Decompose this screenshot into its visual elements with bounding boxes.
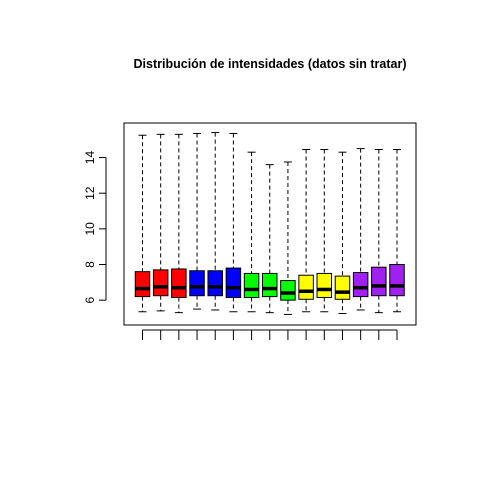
box-item	[334, 151, 351, 315]
y-axis: 6 8 10 12 14	[83, 151, 107, 304]
y-tick-label: 10	[83, 222, 97, 236]
box-item	[298, 149, 314, 313]
box-item	[152, 133, 169, 312]
box-item	[280, 161, 296, 315]
box-body	[316, 272, 333, 298]
box-body	[389, 264, 405, 297]
box-body	[298, 274, 314, 300]
box-item	[262, 164, 278, 314]
box-item	[134, 134, 151, 313]
box-body	[280, 280, 296, 301]
box-body	[189, 270, 205, 297]
y-tick-label: 14	[83, 151, 97, 165]
box-item	[171, 133, 187, 314]
box-body	[371, 266, 387, 297]
box-body	[243, 272, 260, 298]
y-tick-label: 6	[83, 297, 97, 304]
box-body	[152, 269, 169, 297]
box-body	[262, 272, 278, 298]
box-body	[352, 272, 369, 298]
box-body	[134, 271, 151, 298]
box-item	[371, 149, 387, 314]
box-item	[243, 151, 260, 313]
chart-title: Distribución de intensidades (datos sin …	[134, 57, 407, 71]
box-item	[189, 132, 205, 310]
x-axis	[142, 329, 398, 340]
plot-frame	[123, 122, 417, 326]
y-tick-label: 12	[83, 186, 97, 200]
box-item	[389, 149, 405, 313]
box-item	[225, 132, 242, 313]
box-item	[316, 149, 333, 313]
box-body	[207, 270, 223, 297]
box-item	[207, 132, 223, 311]
box-body	[171, 268, 187, 298]
boxes-group	[134, 132, 405, 315]
y-tick-label: 8	[83, 261, 97, 268]
box-item	[352, 148, 369, 311]
box-body	[225, 267, 242, 298]
box-body	[334, 275, 351, 300]
